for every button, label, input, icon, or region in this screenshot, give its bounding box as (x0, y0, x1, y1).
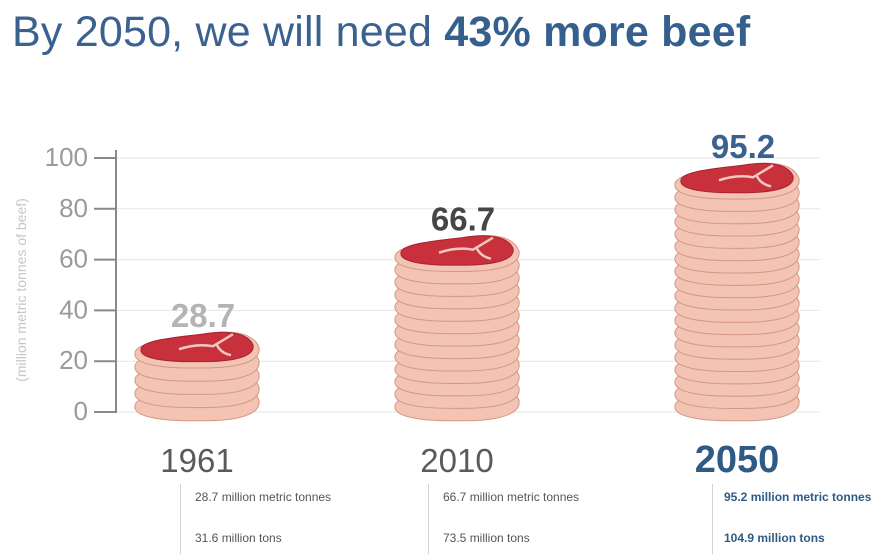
title-prefix: By 2050, we will need (12, 8, 445, 56)
x-tick-label: 1961 (160, 442, 233, 479)
y-tick-label: 80 (59, 193, 88, 223)
value-labels: 28.7 66.7 95.2 (171, 128, 775, 334)
note-tonnes: 66.7 million metric tonnes (443, 490, 580, 504)
note-tons: 104.9 million tons (724, 531, 825, 545)
title-emphasis: 43% more beef (444, 8, 751, 56)
x-tick-labels: 1961 2010 2050 (160, 439, 779, 481)
value-label: 28.7 (171, 297, 235, 334)
y-tick-label: 40 (59, 294, 88, 324)
note-divider (712, 484, 713, 554)
y-tick-label: 0 (74, 396, 88, 426)
note-divider (180, 484, 181, 554)
bar-1961 (134, 331, 260, 422)
y-tick-label: 100 (45, 142, 88, 172)
value-label: 66.7 (431, 201, 495, 238)
value-label: 95.2 (711, 128, 775, 165)
y-tick-labels: 0 20 40 60 80 100 (45, 142, 88, 426)
note-tonnes: 28.7 million metric tonnes (195, 490, 332, 504)
x-tick-label: 2010 (420, 442, 493, 479)
y-axis-label: (million metric tonnes of beef) (13, 198, 29, 382)
page-title: By 2050, we will need 43% more beef (12, 8, 750, 57)
bar-2010 (394, 235, 520, 422)
x-tick-label: 2050 (695, 439, 780, 481)
bar-2050 (674, 162, 800, 422)
note-tons: 73.5 million tons (443, 531, 530, 545)
y-tick-label: 60 (59, 244, 88, 274)
note-divider (428, 484, 429, 554)
note-tons: 31.6 million tons (195, 531, 282, 545)
bars (134, 162, 800, 422)
y-tick-label: 20 (59, 345, 88, 375)
note-tonnes: 95.2 million metric tonnes (724, 490, 872, 504)
